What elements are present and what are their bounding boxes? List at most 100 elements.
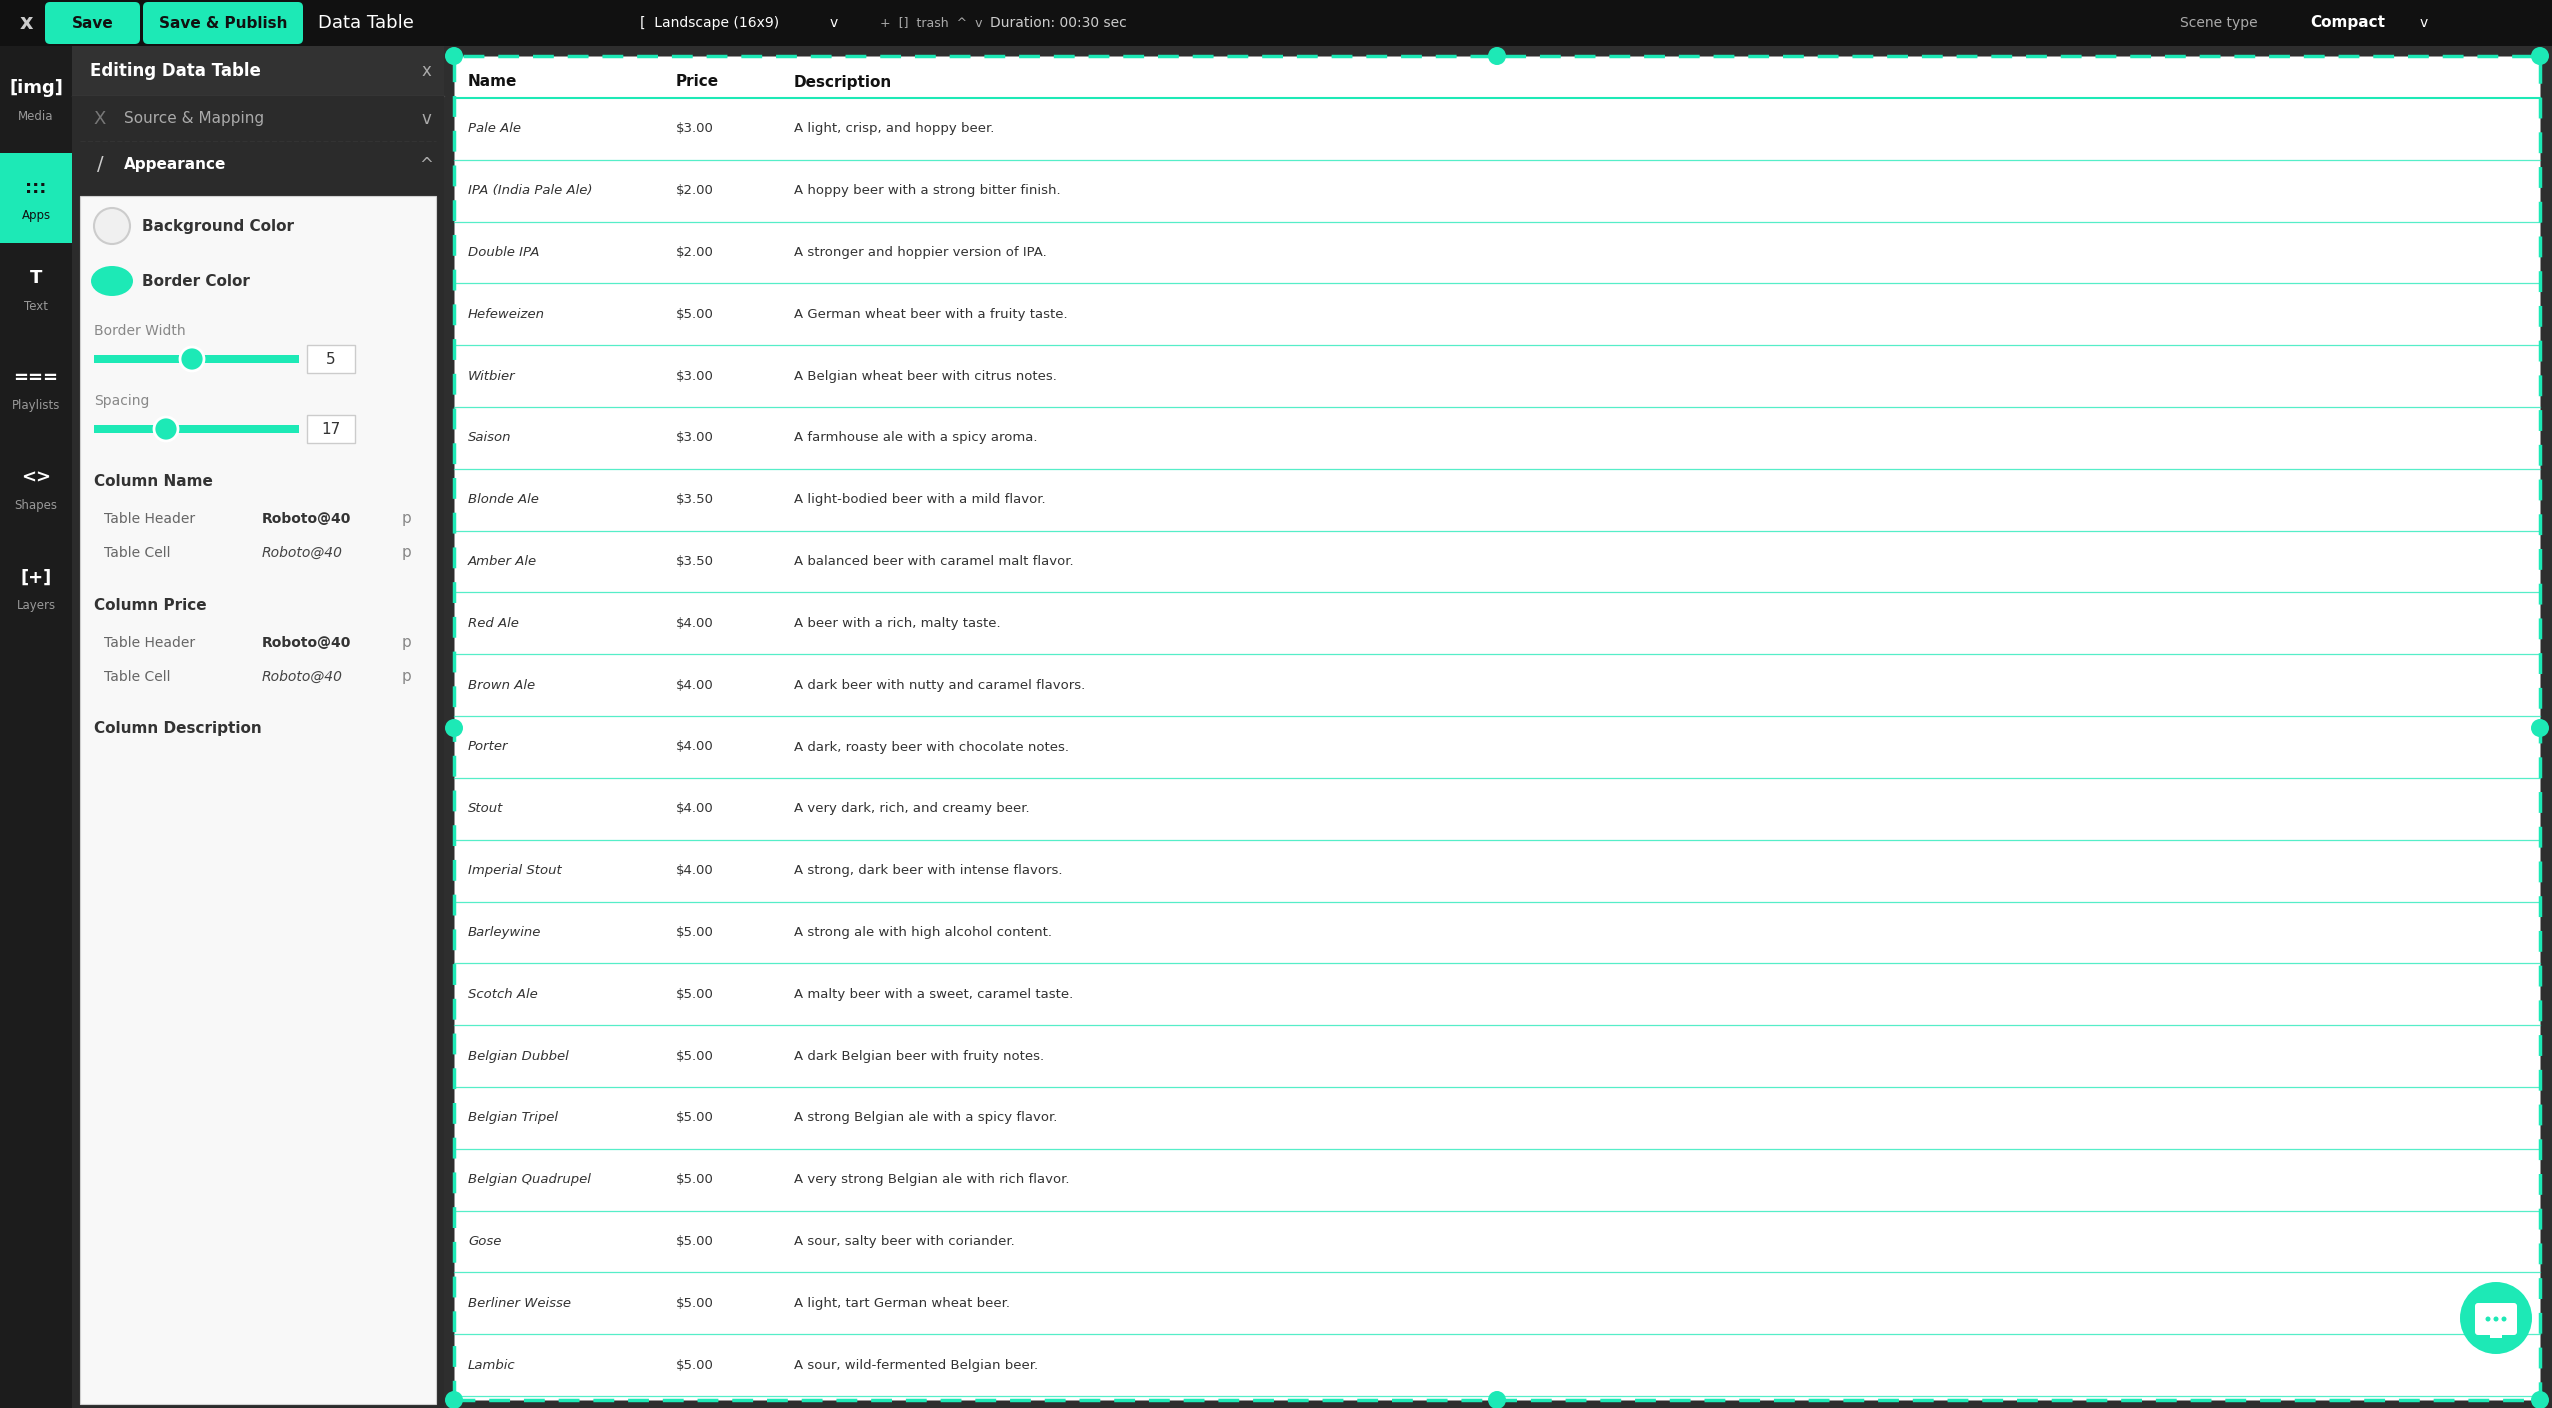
Text: Lambic: Lambic [467, 1359, 516, 1371]
Text: Imperial Stout: Imperial Stout [467, 865, 561, 877]
Text: Brown Ale: Brown Ale [467, 679, 536, 691]
Text: <>: <> [20, 469, 51, 487]
Circle shape [2460, 1283, 2532, 1354]
Text: v: v [829, 15, 837, 30]
Text: Stout: Stout [467, 803, 503, 815]
Bar [94, 425, 299, 434]
Text: A malty beer with a sweet, caramel taste.: A malty beer with a sweet, caramel taste… [794, 988, 1074, 1001]
Text: $5.00: $5.00 [676, 1359, 715, 1371]
Text: Roboto@40: Roboto@40 [263, 546, 342, 560]
Text: A strong Belgian ale with a spicy flavor.: A strong Belgian ale with a spicy flavor… [794, 1111, 1057, 1125]
Text: $3.50: $3.50 [676, 493, 715, 507]
Text: Belgian Dubbel: Belgian Dubbel [467, 1049, 569, 1063]
Text: p: p [403, 545, 411, 560]
Text: $4.00: $4.00 [676, 679, 715, 691]
Text: A beer with a rich, malty taste.: A beer with a rich, malty taste. [794, 617, 1000, 629]
Text: [+]: [+] [20, 569, 51, 587]
Bar [444, 46, 2552, 1408]
Text: Pale Ale: Pale Ale [467, 122, 521, 135]
Text: $4.00: $4.00 [676, 803, 715, 815]
Text: 17: 17 [322, 421, 339, 436]
Circle shape [1488, 46, 1506, 65]
Text: A hoppy beer with a strong bitter finish.: A hoppy beer with a strong bitter finish… [794, 184, 1062, 197]
Text: Roboto@40: Roboto@40 [263, 636, 352, 650]
Ellipse shape [92, 266, 133, 296]
Bar [71, 96, 444, 142]
Text: Background Color: Background Color [143, 218, 293, 234]
Text: $5.00: $5.00 [676, 1297, 715, 1309]
Circle shape [2486, 1316, 2491, 1322]
Text: A sour, wild-fermented Belgian beer.: A sour, wild-fermented Belgian beer. [794, 1359, 1039, 1371]
Bar [454, 56, 2539, 1400]
Text: Border Width: Border Width [94, 324, 186, 338]
Circle shape [2501, 1316, 2506, 1322]
Text: Name: Name [467, 75, 518, 90]
Text: Price: Price [676, 75, 720, 90]
Text: x: x [20, 13, 33, 32]
Text: Column Name: Column Name [94, 473, 212, 489]
Text: $3.50: $3.50 [676, 555, 715, 567]
Text: Amber Ale: Amber Ale [467, 555, 536, 567]
Text: Editing Data Table: Editing Data Table [89, 62, 260, 80]
Text: $2.00: $2.00 [676, 184, 715, 197]
Text: $4.00: $4.00 [676, 617, 715, 629]
Text: $2.00: $2.00 [676, 246, 715, 259]
Bar [71, 46, 444, 96]
Text: Duration: 00:30 sec: Duration: 00:30 sec [990, 15, 1128, 30]
Text: IPA (India Pale Ale): IPA (India Pale Ale) [467, 184, 592, 197]
Text: [  Landscape (16x9): [ Landscape (16x9) [641, 15, 778, 30]
Text: A Belgian wheat beer with citrus notes.: A Belgian wheat beer with citrus notes. [794, 370, 1057, 383]
Text: $5.00: $5.00 [676, 1173, 715, 1186]
Text: Shapes: Shapes [15, 500, 59, 513]
Bar [306, 415, 355, 444]
Text: v: v [421, 110, 431, 128]
Circle shape [2532, 1391, 2549, 1408]
Text: +  []  trash  ^  v: + [] trash ^ v [880, 17, 983, 30]
Text: Save & Publish: Save & Publish [158, 15, 288, 31]
Text: Roboto@40: Roboto@40 [263, 513, 352, 527]
Circle shape [2532, 46, 2549, 65]
Text: A light-bodied beer with a mild flavor.: A light-bodied beer with a mild flavor. [794, 493, 1046, 507]
Text: Belgian Quadrupel: Belgian Quadrupel [467, 1173, 592, 1186]
Text: A strong ale with high alcohol content.: A strong ale with high alcohol content. [794, 926, 1051, 939]
Text: Scene type: Scene type [2179, 15, 2259, 30]
Text: Table Header: Table Header [105, 513, 194, 527]
Text: Roboto@40: Roboto@40 [263, 670, 342, 684]
Text: $3.00: $3.00 [676, 122, 715, 135]
Text: Double IPA: Double IPA [467, 246, 538, 259]
Bar [0, 153, 71, 244]
Text: Belgian Tripel: Belgian Tripel [467, 1111, 559, 1125]
Text: Table Cell: Table Cell [105, 546, 171, 560]
Text: A dark, roasty beer with chocolate notes.: A dark, roasty beer with chocolate notes… [794, 741, 1069, 753]
Text: Gose: Gose [467, 1235, 500, 1247]
Text: ^: ^ [419, 156, 434, 175]
Text: A stronger and hoppier version of IPA.: A stronger and hoppier version of IPA. [794, 246, 1046, 259]
Text: Spacing: Spacing [94, 394, 151, 408]
Text: Save: Save [71, 15, 115, 31]
Text: X: X [94, 110, 107, 128]
Text: $5.00: $5.00 [676, 926, 715, 939]
FancyBboxPatch shape [46, 1, 140, 44]
Text: Border Color: Border Color [143, 273, 250, 289]
Text: $5.00: $5.00 [676, 1235, 715, 1247]
Text: Column Description: Column Description [94, 721, 263, 736]
Bar [306, 345, 355, 373]
Text: A dark Belgian beer with fruity notes.: A dark Belgian beer with fruity notes. [794, 1049, 1044, 1063]
Text: Scotch Ale: Scotch Ale [467, 988, 538, 1001]
FancyBboxPatch shape [143, 1, 304, 44]
Text: $5.00: $5.00 [676, 988, 715, 1001]
Text: A dark beer with nutty and caramel flavors.: A dark beer with nutty and caramel flavo… [794, 679, 1085, 691]
Text: p: p [403, 635, 411, 650]
Text: Media: Media [18, 110, 54, 122]
Text: x: x [421, 62, 431, 80]
Text: A sour, salty beer with coriander.: A sour, salty beer with coriander. [794, 1235, 1016, 1247]
Text: Compact: Compact [2310, 15, 2386, 31]
Text: Source & Mapping: Source & Mapping [125, 111, 263, 127]
Text: v: v [2419, 15, 2430, 30]
Circle shape [2532, 719, 2549, 736]
Text: Blonde Ale: Blonde Ale [467, 493, 538, 507]
Text: Porter: Porter [467, 741, 508, 753]
Text: Text: Text [23, 300, 48, 313]
Text: A light, tart German wheat beer.: A light, tart German wheat beer. [794, 1297, 1011, 1309]
Text: $4.00: $4.00 [676, 741, 715, 753]
